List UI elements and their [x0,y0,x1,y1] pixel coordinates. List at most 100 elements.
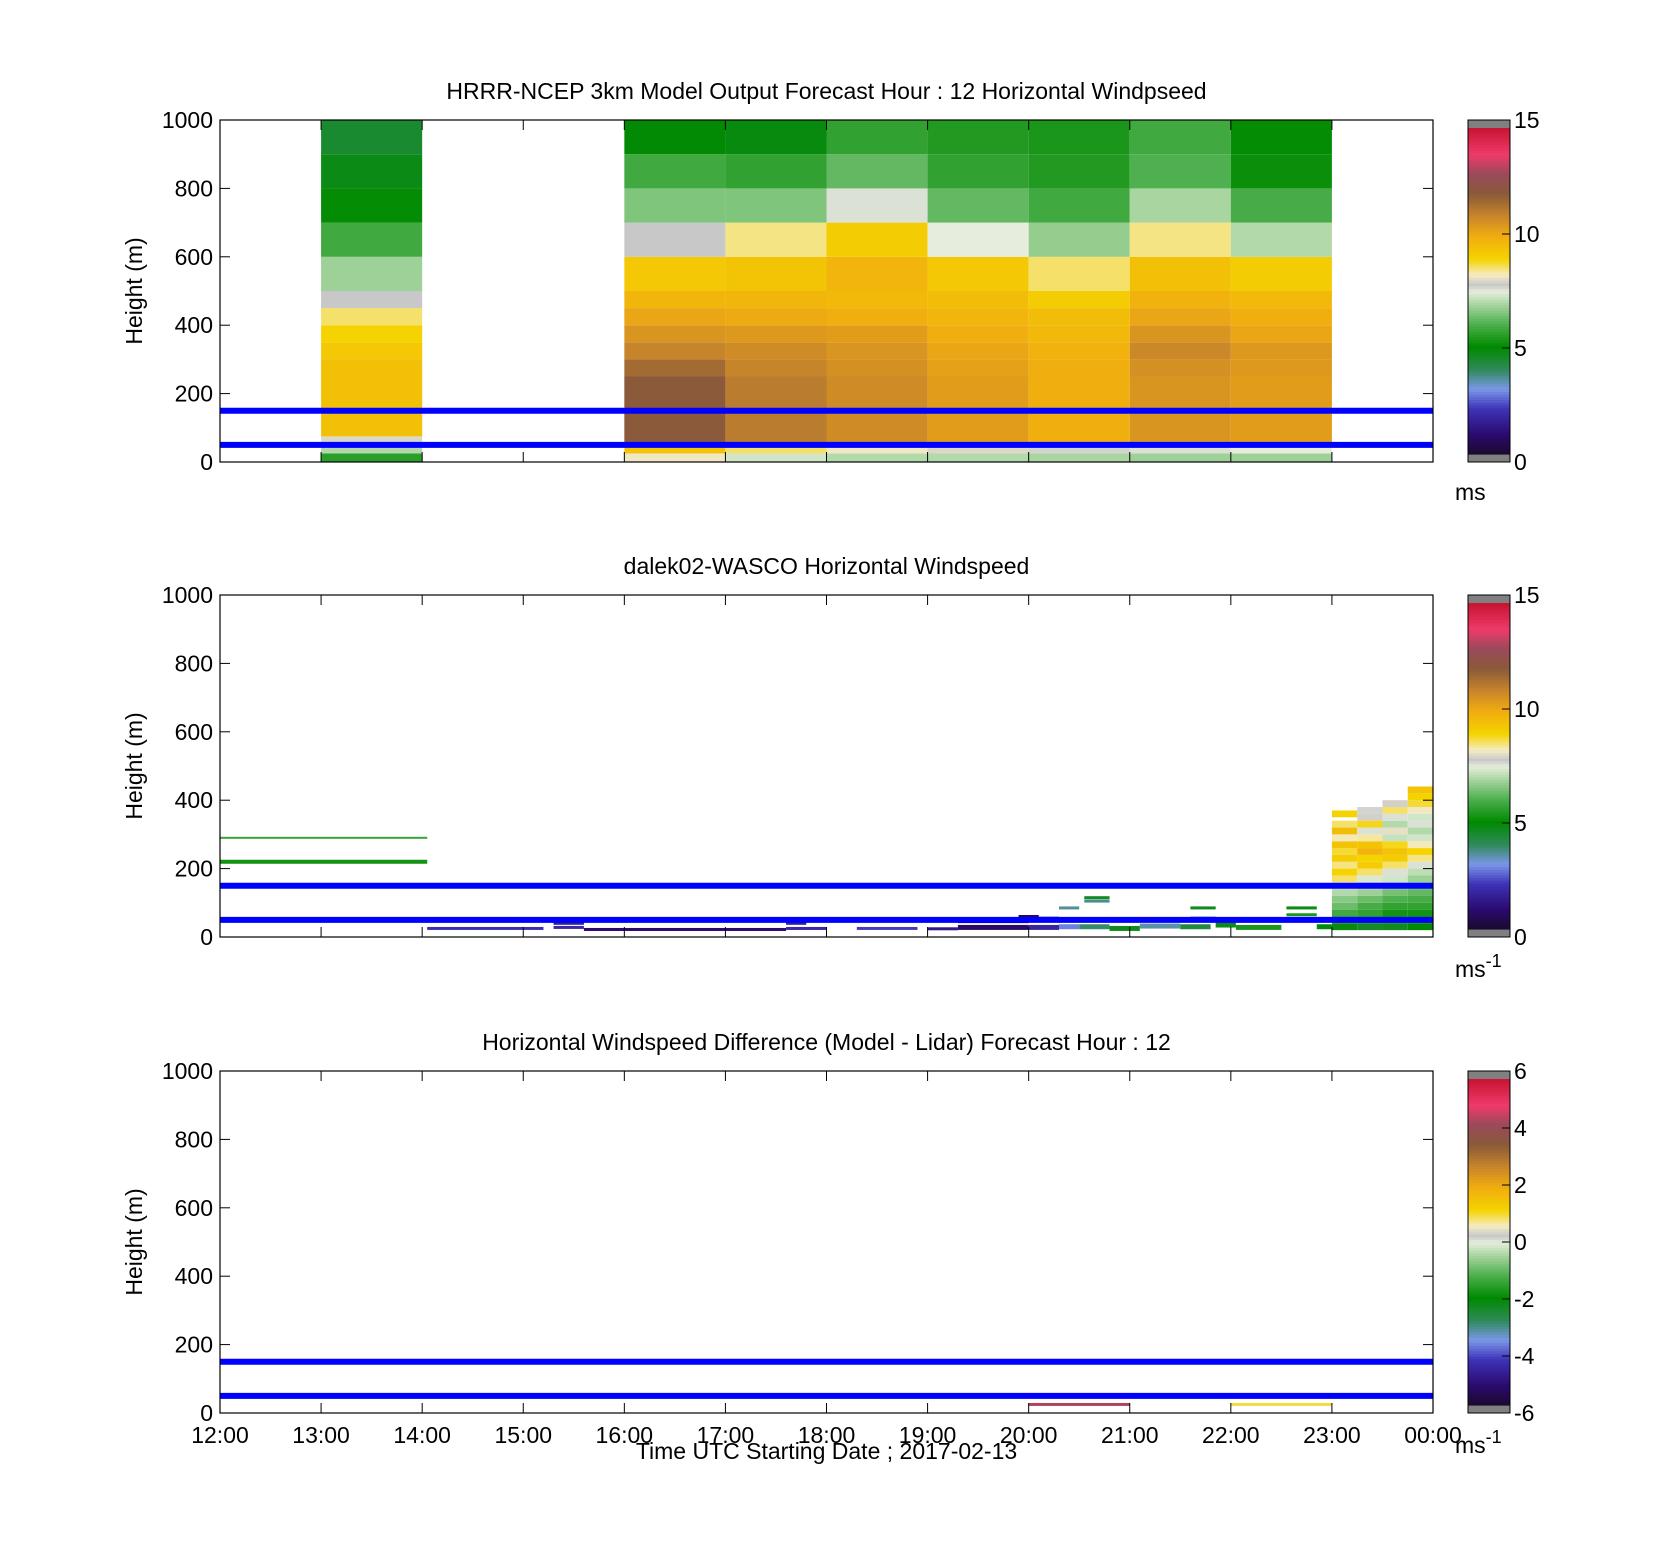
colorbar-swatch [1468,643,1510,648]
colorbar-swatch [1468,331,1510,336]
model-cell-c6-4 [1129,342,1231,360]
colorbar-swatch [1468,1269,1510,1273]
colorbar-swatch [1468,1334,1510,1338]
model-cell-c6-3 [1129,359,1231,377]
colorbar-swatch [1468,299,1510,303]
y-tick-label: 600 [175,1195,213,1221]
panel-title: Horizontal Windspeed Difference (Model -… [482,1029,1171,1055]
lidar-cell-c3-3 [1407,902,1433,910]
y-tick-label: 0 [200,924,213,950]
colorbar-swatch [1468,1144,1510,1148]
colorbar-swatch [1468,787,1510,792]
colorbar-swatch [1468,717,1510,721]
colorbar-swatch [1468,763,1510,767]
colorbar-swatch [1468,766,1510,770]
colorbar-swatch [1468,1092,1510,1096]
model-cell-c2-3 [725,359,827,377]
colorbar-swatch [1468,1315,1510,1319]
colorbar-swatch [1468,1138,1510,1143]
panel-2: 0 200 400 600 800 1000 Height (m) dalek02-WASCO… [121,553,1540,982]
model-cell-c0-9 [321,222,423,257]
colorbar-swatch [1468,687,1510,691]
colorbar-swatch [1468,225,1510,230]
lidar-cell-c1-2 [1357,909,1383,917]
colorbar-swatch [1468,147,1510,151]
model-cell-c4-6 [927,308,1029,326]
colorbar-swatch [1468,179,1510,183]
colorbar-swatch [1468,217,1510,221]
colorbar-swatch [1468,1171,1510,1175]
model-cell-c4-9 [927,222,1029,257]
lidar-cell-c0-13 [1331,834,1358,842]
model-cell-c4-5 [927,325,1029,343]
colorbar-swatch [1468,632,1510,637]
lidar-cell-c1-3 [1357,902,1383,910]
trace-28 [1286,913,1317,917]
colorbar-swatch [1468,269,1510,273]
y-tick-label: 0 [200,449,213,475]
colorbar-swatch [1468,152,1510,156]
colorbar-swatch [1468,190,1510,194]
model-cell-c1-7 [624,291,726,309]
colorbar-swatch [1468,665,1510,669]
colorbar-swatch [1468,233,1510,238]
colorbar-swatch [1468,326,1510,330]
colorbar-swatch [1468,320,1510,325]
model-cell-c5-5 [1028,325,1130,343]
colorbar-swatch [1468,212,1510,216]
model-cell-c6-11 [1129,154,1231,189]
colorbar-swatch [1468,149,1510,154]
colorbar-swatch [1468,236,1510,240]
trace-26 [1235,924,1282,930]
colorbar-swatch [1468,1280,1510,1284]
model-cell-c4-1 [927,444,1029,454]
colorbar-swatch [1468,1174,1510,1178]
colorbar-swatch [1468,833,1510,838]
colorbar-swatch [1468,413,1510,417]
colorbar-swatch [1468,1163,1510,1167]
colorbar-swatch [1468,239,1510,243]
colorbar-swatch [1468,372,1510,376]
colorbar-swatch [1468,1160,1510,1164]
colorbar-swatch [1468,1261,1510,1265]
colorbar-swatch [1468,844,1510,849]
colorbar-swatch [1468,825,1510,830]
colorbar-swatch [1468,342,1510,346]
lidar-cell-c0-14 [1331,827,1358,835]
lidar-cell-c3-0 [1407,923,1433,931]
panel-1: 0 200 400 600 800 1000 Height (m) HRRR-NCEP 3km… [121,78,1540,505]
x-tick-label: 19:00 [899,1422,957,1448]
colorbar-swatch [1468,261,1510,265]
colorbar-swatch [1468,611,1510,615]
model-cell-c1-9 [624,222,726,257]
colorbar-swatch [1468,329,1510,333]
model-cell-c5-8 [1028,256,1130,291]
colorbar-swatch [1468,1391,1510,1395]
model-cell-c0-5 [321,325,423,343]
model-cell-c5-4 [1028,342,1130,360]
colorbar-swatch [1468,380,1510,384]
colorbar-swatch [1468,144,1510,148]
lidar-cell-c3-9 [1407,861,1433,869]
colorbar-swatch [1468,157,1510,162]
colorbar-swatch [1468,749,1510,754]
colorbar-swatch [1468,445,1510,450]
colorbar-swatch [1468,798,1510,802]
lidar-cell-c3-20 [1407,786,1433,794]
colorbar-swatch [1468,1095,1510,1099]
colorbar-swatch [1468,1361,1510,1365]
lidar-cell-c3-8 [1407,868,1433,876]
colorbar-swatch [1468,1182,1510,1186]
colorbar-swatch [1468,877,1510,881]
colorbar-swatch [1468,684,1510,688]
model-cell-c7-0 [1230,453,1332,462]
x-tick-label: 18:00 [798,1422,856,1448]
colorbar-swatch [1468,638,1510,642]
lidar-cell-c1-8 [1357,868,1383,876]
model-cell-c2-9 [725,222,827,257]
model-cell-c6-8 [1129,256,1231,291]
colorbar-swatch [1468,1293,1510,1297]
trace-18 [1084,896,1110,900]
model-cell-c0-4 [321,342,423,360]
